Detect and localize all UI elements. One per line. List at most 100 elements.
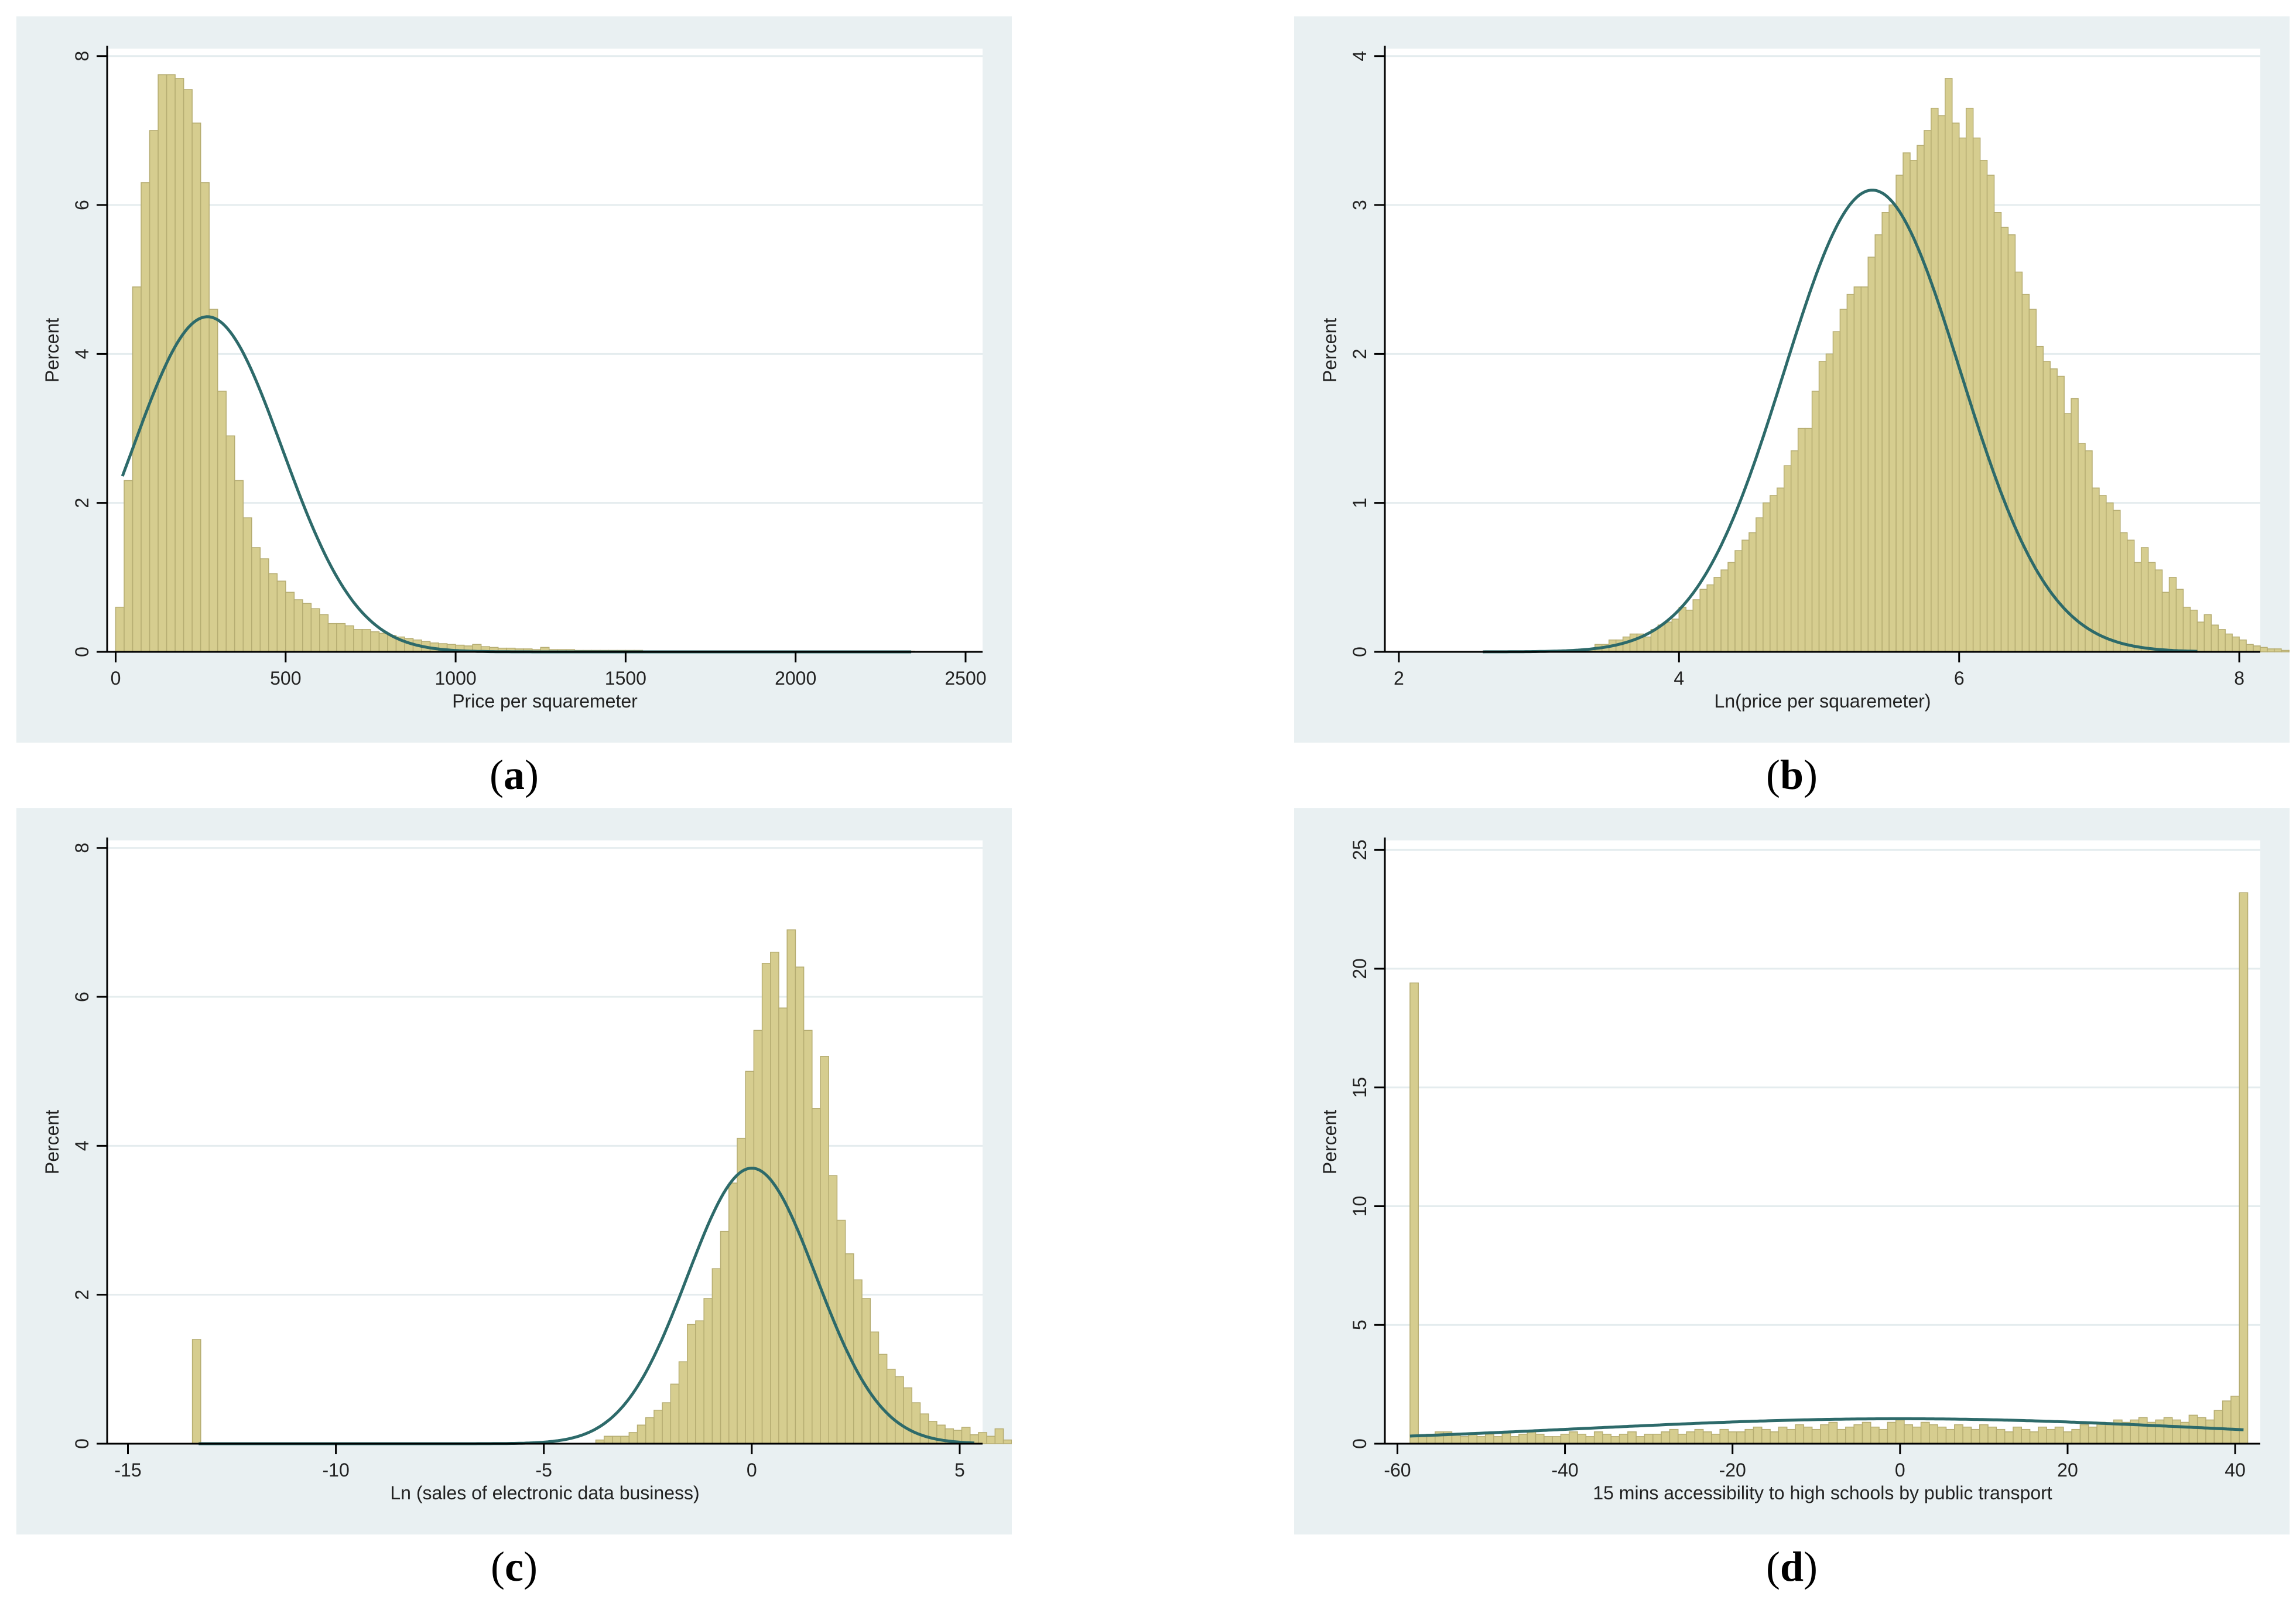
histogram-bar <box>1917 145 1925 652</box>
histogram-bar <box>2232 636 2240 652</box>
histogram-bar <box>217 391 227 652</box>
histogram-bar <box>1777 487 1785 652</box>
x-tick-label: -10 <box>322 1460 349 1481</box>
histogram-bar <box>2225 633 2233 652</box>
chart-a: 0 2 4 6 8 0 500 1000 1500 2000 2500 Price per squar… <box>42 46 987 712</box>
panel-d: 0 5 10 15 20 25 -60 -40 -20 0 20 40 15 mins accessib… <box>1294 808 2290 1534</box>
histogram-bar <box>2154 569 2163 652</box>
histogram-bar <box>2085 450 2093 652</box>
histogram-bar <box>174 78 184 652</box>
histogram-bar <box>2196 1417 2206 1444</box>
histogram-bar <box>1937 1426 1947 1444</box>
x-tick-label: 4 <box>1674 668 1684 689</box>
histogram-bar <box>1887 1421 1897 1444</box>
histogram-bar <box>336 623 346 652</box>
histogram-bar <box>1862 1421 1871 1444</box>
histogram-bar <box>2049 368 2058 652</box>
histogram-bar <box>208 309 218 652</box>
histogram-bar <box>1920 1421 1930 1444</box>
histogram-bar <box>1627 1431 1637 1444</box>
histogram-bar <box>2147 562 2156 652</box>
histogram-bar <box>1929 1424 1938 1444</box>
histogram-bar <box>1727 1431 1737 1444</box>
histogram-bar <box>1761 1428 1771 1444</box>
y-tick-label: 0 <box>71 647 93 657</box>
histogram-bar <box>1945 78 1953 652</box>
y-axis-title: Percent <box>42 1110 63 1174</box>
histogram-bar <box>1711 1434 1720 1444</box>
histogram-bar <box>2120 532 2128 652</box>
histogram-bar <box>1610 1436 1620 1444</box>
y-tick-label: 8 <box>71 843 93 853</box>
histogram-bar <box>753 1030 763 1444</box>
histogram-bar <box>132 286 142 652</box>
histogram-bar <box>1958 137 1967 652</box>
histogram-bar <box>903 1387 913 1444</box>
histogram-bar <box>2088 1426 2097 1444</box>
x-tick-label: 40 <box>2225 1460 2246 1481</box>
histogram-bar <box>1694 1428 1704 1444</box>
histogram-bar <box>770 951 779 1444</box>
histogram-bar <box>1895 1419 1905 1444</box>
histogram-bar <box>2267 648 2275 652</box>
histogram-bar <box>2189 610 2198 652</box>
histogram-bar <box>1468 1434 1478 1444</box>
y-tick-label: 0 <box>1349 1438 1370 1449</box>
histogram-bar <box>620 1435 630 1444</box>
histogram-bar <box>994 1428 1004 1444</box>
histogram-bar <box>1685 610 1693 652</box>
histogram-bar <box>728 1182 738 1444</box>
histogram-bar <box>124 480 134 652</box>
histogram-bar <box>603 1435 613 1444</box>
histogram-bar <box>662 1402 672 1444</box>
histogram-bar <box>1804 428 1813 652</box>
x-axis-title: Ln (sales of electronic data business) <box>390 1482 699 1503</box>
histogram-bar <box>234 480 244 652</box>
histogram-bar <box>1734 550 1743 652</box>
histogram-bar <box>2042 361 2051 652</box>
histogram-bar <box>2063 1431 2072 1444</box>
histogram-bar <box>1744 1428 1754 1444</box>
histogram-bar <box>2246 644 2254 652</box>
histogram-bar <box>259 558 269 652</box>
histogram-bar <box>1643 636 1652 652</box>
histogram-bar <box>1965 107 1974 652</box>
histogram-bar <box>628 1432 638 1444</box>
histogram-bar <box>2260 647 2268 652</box>
x-tick-label: 0 <box>1895 1460 1905 1481</box>
y-tick-label: 6 <box>71 992 93 1002</box>
histogram-bar <box>2038 1426 2047 1444</box>
histogram-bar <box>1986 175 1995 652</box>
x-axis-title: 15 mins accessibility to high schools by… <box>1593 1482 2052 1503</box>
histogram-bar <box>2205 1419 2215 1444</box>
histogram-bar <box>1790 450 1799 652</box>
histogram-bar <box>911 1402 921 1444</box>
histogram-bar <box>293 599 303 652</box>
histogram-bar <box>1741 539 1750 652</box>
histogram-bar <box>2000 227 2009 652</box>
histogram-bar <box>1748 532 1757 652</box>
histogram-bar <box>1904 1424 1914 1444</box>
histogram-bar <box>378 633 388 652</box>
y-tick-label: 25 <box>1349 839 1370 860</box>
histogram-bar <box>2021 1428 2031 1444</box>
x-tick-label: 6 <box>1954 668 1965 689</box>
histogram-bar <box>183 89 193 652</box>
histogram-bar <box>2029 1431 2039 1444</box>
histogram-bar <box>1954 1424 1963 1444</box>
histogram-bar <box>2007 234 2016 652</box>
histogram-bar <box>1702 1431 1712 1444</box>
histogram-bar <box>2218 629 2226 652</box>
bars <box>191 929 1012 1444</box>
chart-d: 0 5 10 15 20 25 -60 -40 -20 0 20 40 15 mins accessib… <box>1319 838 2260 1503</box>
x-tick-label: 2000 <box>775 668 816 689</box>
histogram-bar <box>1661 1431 1671 1444</box>
histogram-bar <box>1811 391 1820 652</box>
y-tick-label: 0 <box>71 1438 93 1449</box>
y-tick-label: 2 <box>71 1290 93 1300</box>
histogram-bar <box>1912 1426 1922 1444</box>
histogram-bar <box>853 1279 863 1444</box>
histogram-bar <box>2230 1396 2240 1444</box>
histogram-bar <box>919 1413 929 1444</box>
histogram-bar <box>1484 1434 1494 1444</box>
